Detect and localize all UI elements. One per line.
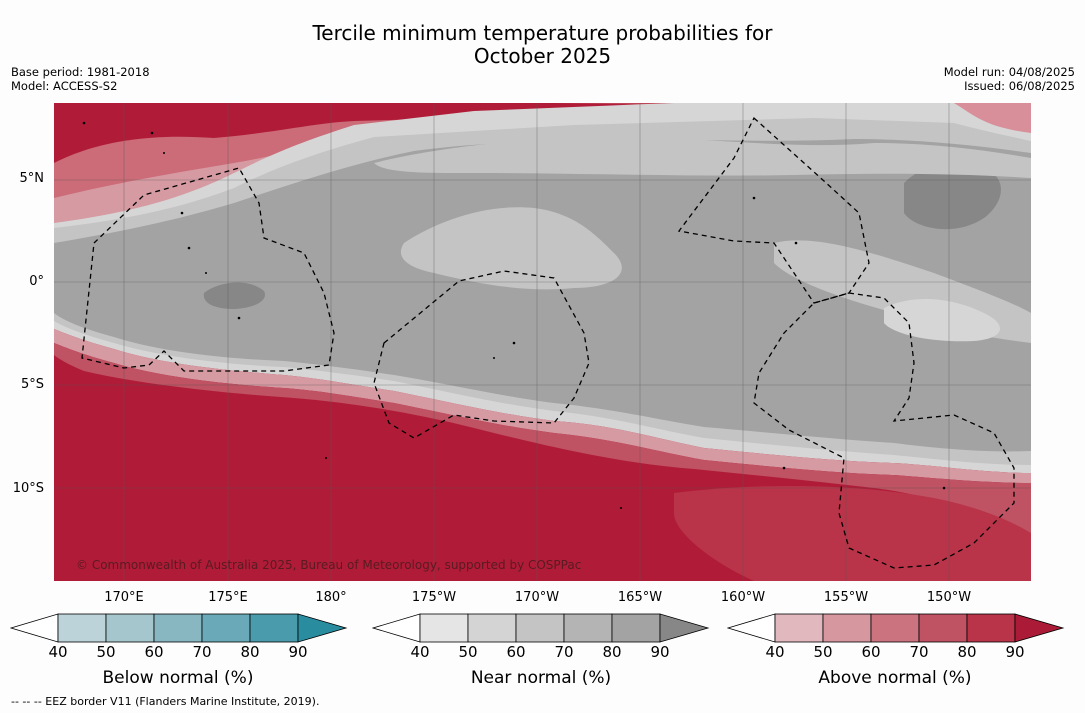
below-colorbar-low-extend: [10, 613, 59, 643]
lon-label-170e: 170°E: [104, 590, 144, 605]
near-normal-main: [54, 139, 1031, 452]
colorbar-near-title: Near normal (%): [470, 668, 612, 688]
above-colorbar-segment: [918, 613, 968, 643]
below-colorbar-tick: 40: [48, 643, 68, 661]
light-patch-3: [884, 298, 1001, 342]
near-colorbar-segment: [515, 613, 565, 643]
lon-label-165w: 165°W: [617, 590, 663, 605]
eez-footer-note: -- -- -- EEZ border V11 (Flanders Marine…: [11, 695, 320, 708]
below-colorbar-tick: 70: [192, 643, 212, 661]
light-patch-1: [400, 207, 622, 290]
above-colorbar-tick: 40: [765, 643, 785, 661]
south-band-light: [54, 329, 1031, 483]
colorbar-above: [727, 613, 1065, 643]
dark-patch-1: [904, 163, 1001, 230]
light-patch-top: [374, 136, 1031, 178]
lon-label-180: 180°: [315, 590, 347, 605]
near-colorbar-high-extend: [659, 613, 710, 643]
near-colorbar-segment: [563, 613, 613, 643]
near-colorbar-tick: 50: [458, 643, 478, 661]
model-text: Model: ACCESS-S2: [11, 79, 118, 93]
near-colorbar-segment: [611, 613, 661, 643]
islands: [82, 121, 946, 509]
near-colorbar-segment: [467, 613, 517, 643]
lon-label-155w: 155°W: [823, 590, 869, 605]
below-colorbar-segment: [57, 613, 107, 643]
below-colorbar-tick: 90: [288, 643, 308, 661]
below-colorbar-segment: [153, 613, 203, 643]
colorbar-below: [10, 613, 348, 643]
above-colorbar-segment: [822, 613, 872, 643]
above-colorbar-segment: [966, 613, 1016, 643]
above-colorbar-tick: 60: [861, 643, 881, 661]
lon-label-160w: 160°W: [720, 590, 766, 605]
chart-title-line1: Tercile minimum temperature probabilitie…: [312, 21, 773, 45]
probability-map: [54, 103, 1031, 581]
near-colorbar-low-extend: [372, 613, 421, 643]
below-colorbar-segment: [201, 613, 251, 643]
below-colorbar-high-extend: [297, 613, 348, 643]
dark-patch-2: [203, 282, 265, 309]
below-colorbar-segment: [105, 613, 155, 643]
lat-label-5n: 5°N: [19, 171, 45, 186]
chart-title: Tercile minimum temperature probabilitie…: [0, 22, 1085, 68]
colorbar-near: [372, 613, 710, 643]
lon-label-175w: 175°W: [411, 590, 457, 605]
lon-label-150w: 150°W: [926, 590, 972, 605]
above-colorbar-tick: 70: [909, 643, 929, 661]
chart-title-line2: October 2025: [473, 44, 612, 68]
above-colorbar-tick: 50: [813, 643, 833, 661]
near-colorbar-tick: 60: [506, 643, 526, 661]
near-colorbar-tick: 80: [602, 643, 622, 661]
north-pink-right: [954, 103, 1031, 133]
below-colorbar-tick: 60: [144, 643, 164, 661]
graticule: [54, 103, 1031, 581]
near-colorbar-tick: 40: [410, 643, 430, 661]
above-colorbar-low-extend: [727, 613, 776, 643]
above-colorbar-segment: [774, 613, 824, 643]
issued-text: Issued: 06/08/2025: [964, 79, 1075, 93]
meta-left: Base period: 1981-2018 Model: ACCESS-S2: [11, 65, 150, 93]
lat-label-10s: 10°S: [12, 481, 44, 496]
lon-label-170w: 170°W: [514, 590, 560, 605]
copyright-text: © Commonwealth of Australia 2025, Bureau…: [76, 558, 582, 572]
near-colorbar-segment: [419, 613, 469, 643]
lat-label-5s: 5°S: [20, 377, 44, 392]
colorbar-above-title: Above normal (%): [818, 668, 972, 688]
south-band-right: [674, 486, 1031, 581]
model-run-text: Model run: 04/08/2025: [943, 65, 1075, 79]
lat-label-0: 0°: [29, 274, 44, 289]
near-colorbar-tick: 90: [650, 643, 670, 661]
above-colorbar-tick: 90: [1005, 643, 1025, 661]
base-period-text: Base period: 1981-2018: [11, 65, 150, 79]
colorbar-below-title: Below normal (%): [102, 668, 254, 688]
above-colorbar-high-extend: [1014, 613, 1065, 643]
meta-right: Model run: 04/08/2025 Issued: 06/08/2025: [944, 65, 1075, 93]
above-colorbar-segment: [870, 613, 920, 643]
below-colorbar-tick: 80: [240, 643, 260, 661]
below-colorbar-segment: [249, 613, 299, 643]
eez-borders: [81, 116, 1015, 569]
below-colorbar-tick: 50: [96, 643, 116, 661]
above-colorbar-tick: 80: [957, 643, 977, 661]
lon-label-175e: 175°E: [208, 590, 248, 605]
near-colorbar-tick: 70: [554, 643, 574, 661]
